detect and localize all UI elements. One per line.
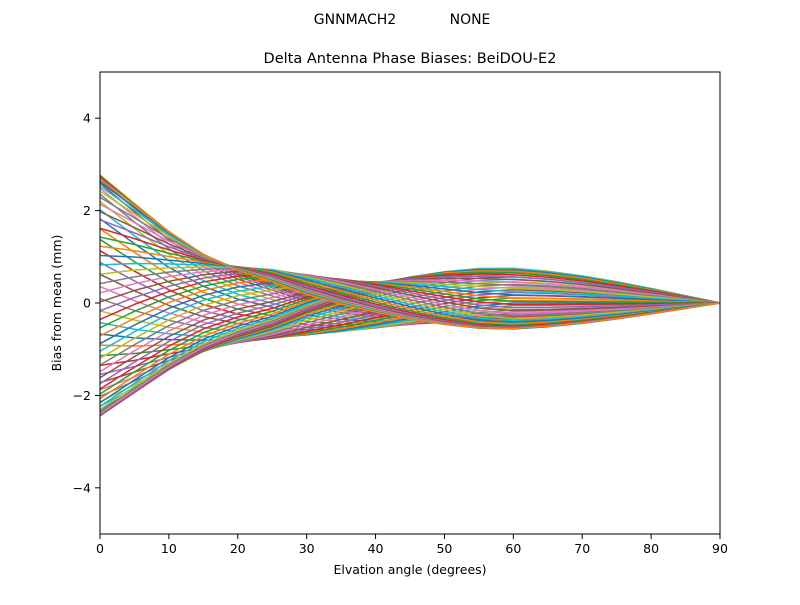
series-line: [100, 280, 720, 352]
chart-title: Delta Antenna Phase Biases: BeiDOU-E2: [264, 51, 557, 67]
y-tick-label: −4: [73, 480, 91, 495]
x-tick-label: 70: [574, 541, 590, 556]
series-line: [100, 279, 720, 373]
series-line: [100, 270, 720, 312]
y-tick-label: 4: [83, 111, 91, 126]
series-line: [100, 273, 720, 321]
suptitle-left: GNNMACH2: [314, 12, 396, 28]
x-tick-label: 90: [712, 541, 728, 556]
x-tick-label: 60: [505, 541, 521, 556]
series-line: [100, 266, 720, 320]
series-line: [100, 262, 720, 322]
series-line: [100, 177, 720, 330]
x-tick-label: 50: [436, 541, 452, 556]
x-tick-label: 40: [368, 541, 384, 556]
series-line: [100, 279, 720, 345]
series-line: [100, 280, 720, 366]
x-axis: 0 10 20 30 40 50 60 70 80 90: [96, 534, 728, 556]
series-line: [100, 275, 720, 329]
suptitle-right: NONE: [450, 12, 491, 28]
y-tick-label: 2: [83, 203, 91, 218]
y-axis-label: Bias from mean (mm): [49, 235, 64, 372]
y-axis: −4 −2 0 2 4: [73, 111, 100, 495]
series-line: [100, 245, 720, 325]
x-tick-label: 10: [161, 541, 177, 556]
series-line: [100, 277, 720, 337]
x-tick-label: 80: [643, 541, 659, 556]
y-tick-label: 0: [83, 296, 91, 311]
x-tick-label: 0: [96, 541, 104, 556]
series-line: [100, 267, 720, 317]
x-tick-label: 30: [299, 541, 315, 556]
series-line: [100, 277, 720, 379]
series-line: [100, 281, 720, 359]
series-line: [100, 271, 720, 312]
series-layer: [100, 174, 720, 417]
x-axis-label: Elvation angle (degrees): [333, 562, 486, 577]
y-tick-label: −2: [73, 388, 91, 403]
series-line: [100, 254, 720, 324]
x-tick-label: 20: [230, 541, 246, 556]
series-line: [100, 268, 720, 315]
plot-area: [100, 174, 720, 417]
